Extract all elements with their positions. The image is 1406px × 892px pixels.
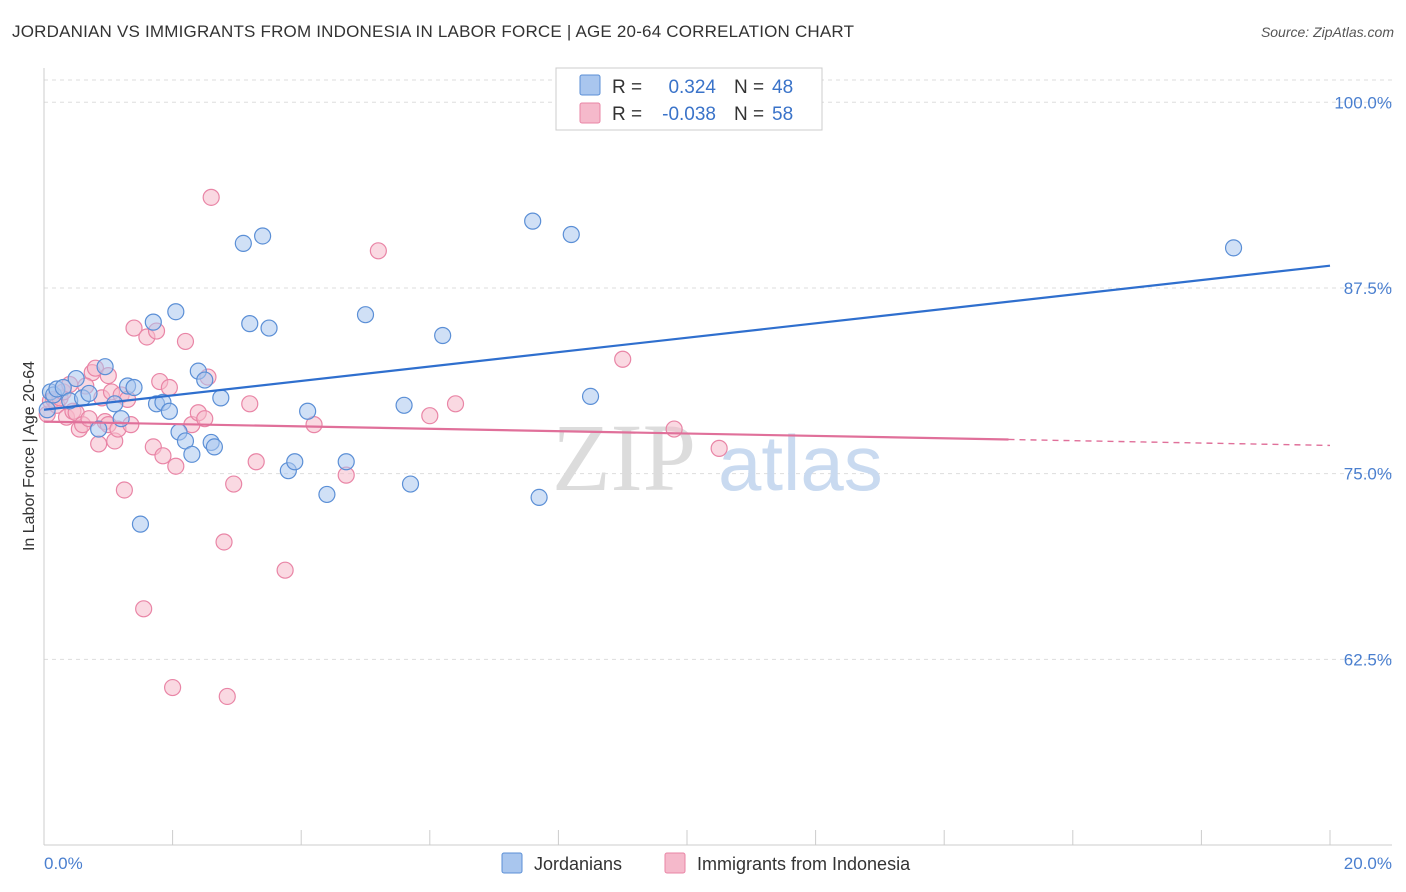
indonesia-point-52	[446, 395, 465, 413]
indonesia-point-32	[154, 447, 172, 465]
y-tick-label-0: 62.5%	[1344, 650, 1392, 669]
jordanian-point-32	[260, 319, 278, 337]
jordanian-point-27	[205, 438, 223, 456]
jordanian-trend-line	[43, 264, 1331, 411]
indonesia-trend-line-extrapolated	[1008, 438, 1331, 447]
gridlines	[44, 79, 1392, 660]
stats-legend: R = 0.324 N = 48 R = -0.038 N = 58	[555, 67, 823, 131]
indonesia-point-42	[215, 533, 233, 551]
indonesia-point-23	[115, 481, 133, 499]
indonesia-point-54	[665, 420, 683, 438]
indonesia-point-43	[218, 687, 236, 706]
indonesia-point-27	[135, 600, 153, 618]
indonesia-point-41	[202, 188, 220, 206]
jordanian-point-10	[96, 358, 114, 376]
legend-r-label-pink: R =	[612, 104, 642, 125]
indonesia-point-50	[369, 242, 387, 260]
jordanian-point-29	[234, 234, 252, 252]
jordanian-point-36	[318, 485, 336, 504]
jordanian-point-6	[67, 369, 85, 388]
jordanian-point-44	[562, 225, 580, 244]
y-axis-label: In Labor Force | Age 20-64	[21, 361, 38, 551]
series-legend: Jordanians Immigrants from Indonesia	[501, 852, 911, 874]
jordanian-point-28	[212, 389, 230, 407]
series-legend-swatch-pink	[664, 852, 686, 874]
jordanian-point-38	[356, 306, 375, 324]
legend-r-value-blue: 0.324	[668, 77, 716, 98]
legend-r-value-pink: -0.038	[662, 104, 716, 125]
y-tick-label-2: 87.5%	[1344, 279, 1392, 298]
jordanian-point-41	[434, 326, 452, 345]
indonesia-point-35	[164, 678, 182, 697]
jordanian-point-25	[196, 371, 214, 389]
jordanian-point-30	[241, 315, 259, 333]
jordanian-point-37	[337, 453, 355, 471]
series-legend-label-blue: Jordanians	[534, 854, 622, 874]
jordanian-points	[38, 212, 1243, 533]
jordanian-point-35	[299, 402, 317, 420]
legend-n-label-pink: N =	[734, 104, 764, 125]
jordanian-point-8	[80, 384, 98, 403]
jordanian-point-14	[125, 378, 143, 397]
indonesia-point-39	[196, 410, 214, 428]
series-legend-label-pink: Immigrants from Indonesia	[697, 854, 911, 874]
chart-title: JORDANIAN VS IMMIGRANTS FROM INDONESIA I…	[12, 22, 855, 41]
watermark-zip: ZIP	[552, 404, 696, 511]
jordanian-point-43	[530, 488, 548, 507]
indonesia-point-45	[241, 395, 259, 413]
jordanian-point-19	[160, 402, 178, 420]
jordanian-point-31	[254, 227, 272, 245]
legend-n-label-blue: N =	[734, 77, 764, 98]
jordanian-point-15	[131, 515, 150, 533]
indonesia-point-53	[614, 350, 632, 368]
x-tick-marks	[43, 830, 1331, 845]
legend-swatch-blue	[579, 74, 601, 96]
indonesia-point-34	[167, 457, 185, 475]
jordanian-point-46	[1224, 239, 1243, 257]
indonesia-point-47	[276, 561, 294, 579]
x-tick-label-max: 20.0%	[1344, 854, 1392, 873]
legend-n-value-blue: 48	[772, 77, 793, 98]
legend-n-value-pink: 58	[772, 104, 793, 125]
jordanian-point-23	[183, 445, 201, 463]
trend-lines	[43, 264, 1331, 447]
watermark-atlas: atlas	[718, 419, 883, 507]
indonesia-point-33	[160, 378, 178, 397]
legend-r-label-blue: R =	[612, 77, 642, 98]
indonesia-point-15	[90, 435, 108, 453]
series-legend-swatch-blue	[501, 852, 523, 874]
indonesia-point-36	[176, 332, 195, 351]
indonesia-point-55	[710, 439, 728, 457]
indonesia-point-26	[125, 319, 143, 337]
jordanian-point-42	[524, 212, 542, 230]
indonesia-trend-line	[43, 420, 1009, 441]
x-tick-label-min: 0.0%	[44, 854, 83, 873]
indonesia-point-44	[225, 475, 243, 493]
y-tick-labels: 62.5% 75.0% 87.5% 100.0%	[1334, 93, 1392, 669]
y-tick-label-3: 100.0%	[1334, 93, 1392, 112]
source-label: Source: ZipAtlas.com	[1260, 24, 1394, 40]
jordanian-point-20	[167, 303, 185, 321]
indonesia-point-46	[247, 453, 265, 471]
jordanian-point-45	[581, 387, 600, 405]
jordanian-point-34	[286, 453, 304, 471]
jordanian-point-40	[401, 475, 420, 493]
indonesia-point-51	[421, 407, 439, 425]
jordanian-point-11	[106, 395, 124, 413]
jordanian-point-16	[144, 313, 162, 331]
y-tick-label-1: 75.0%	[1344, 465, 1392, 484]
jordanian-point-9	[90, 420, 108, 438]
jordanian-point-39	[395, 396, 413, 414]
legend-swatch-pink	[579, 102, 601, 124]
